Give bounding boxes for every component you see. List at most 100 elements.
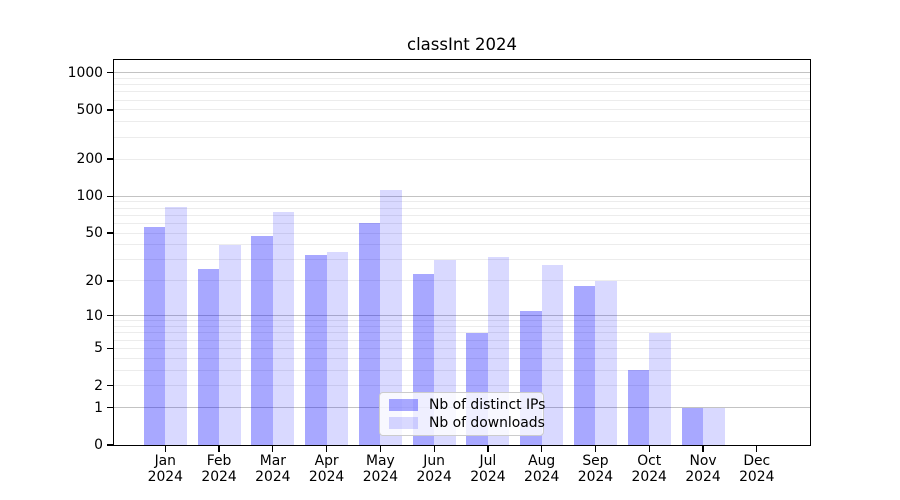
x-tick-label-nov: Nov 2024 — [685, 453, 721, 485]
bar-downloads-may — [380, 190, 402, 445]
bar-downloads-oct — [649, 332, 671, 445]
y-tick-1 — [107, 406, 114, 409]
gridline-minor-700 — [114, 91, 810, 93]
x-tick-nov — [702, 445, 704, 452]
gridline-minor-3 — [114, 369, 810, 371]
legend-label-downloads: Nb of downloads — [429, 414, 545, 431]
x-tick-dec — [756, 445, 758, 452]
y-tick-label-5: 5 — [94, 340, 103, 357]
x-tick-label-feb: Feb 2024 — [201, 453, 237, 485]
legend: Nb of distinct IPs Nb of downloads — [379, 392, 545, 436]
gridline-minor-40 — [114, 244, 810, 246]
gridline-major-1000 — [114, 72, 810, 74]
gridline-major-10 — [114, 315, 810, 317]
gridline-minor-2 — [114, 385, 810, 387]
gridline-minor-9 — [114, 320, 810, 322]
x-tick-label-mar: Mar 2024 — [255, 453, 291, 485]
y-tick-label-1000: 1000 — [67, 64, 103, 81]
gridline-minor-90 — [114, 201, 810, 203]
legend-swatch-distinct-ips — [389, 399, 418, 412]
x-tick-sep — [594, 445, 597, 452]
x-tick-jan — [164, 445, 166, 452]
y-tick-label-200: 200 — [76, 151, 103, 168]
x-tick-may — [379, 445, 382, 452]
gridline-minor-500 — [114, 109, 810, 111]
legend-swatch-downloads — [389, 416, 418, 429]
bar-distinct-ips-feb — [197, 269, 220, 445]
y-tick-label-2: 2 — [94, 377, 103, 394]
y-tick-100 — [107, 195, 114, 197]
bar-downloads-nov — [703, 407, 725, 445]
gridline-minor-800 — [114, 84, 810, 86]
legend-item-downloads: Nb of downloads — [389, 415, 545, 431]
gridline-minor-50 — [114, 232, 810, 234]
bar-distinct-ips-may — [358, 223, 381, 445]
gridline-minor-5 — [114, 347, 810, 349]
y-tick-2 — [107, 385, 114, 387]
gridline-minor-7 — [114, 332, 810, 334]
gridline-minor-80 — [114, 207, 810, 209]
bar-distinct-ips-jan — [143, 227, 166, 445]
x-tick-label-oct: Oct 2024 — [631, 453, 667, 485]
bar-distinct-ips-nov — [681, 407, 703, 445]
x-tick-jun — [433, 445, 435, 452]
y-tick-20 — [107, 280, 114, 282]
x-tick-mar — [272, 445, 274, 452]
x-tick-label-jun: Jun 2024 — [416, 453, 452, 485]
gridline-minor-70 — [114, 214, 810, 216]
gridline-minor-600 — [114, 99, 810, 101]
y-tick-label-1: 1 — [94, 399, 103, 416]
gridline-minor-20 — [114, 280, 810, 282]
y-tick-500 — [107, 109, 114, 111]
gridline-minor-200 — [114, 158, 810, 160]
gridline-minor-60 — [114, 222, 810, 224]
gridline-minor-30 — [114, 259, 810, 261]
x-tick-label-dec: Dec 2024 — [739, 453, 775, 485]
bar-downloads-apr — [326, 251, 349, 445]
y-tick-label-500: 500 — [76, 101, 103, 118]
gridline-minor-6 — [114, 339, 810, 341]
x-tick-label-may: May 2024 — [362, 453, 399, 485]
y-tick-50 — [107, 232, 114, 234]
y-tick-1000 — [107, 71, 114, 74]
legend-label-distinct-ips: Nb of distinct IPs — [429, 397, 546, 414]
y-tick-10 — [107, 315, 114, 317]
bar-distinct-ips-mar — [251, 236, 273, 445]
gridline-minor-8 — [114, 326, 810, 328]
x-tick-aug — [541, 445, 543, 452]
bar-downloads-feb — [219, 244, 241, 445]
legend-item-distinct-ips: Nb of distinct IPs — [389, 397, 545, 413]
bar-downloads-aug — [541, 265, 564, 445]
gridline-minor-400 — [114, 121, 810, 123]
x-tick-label-apr: Apr 2024 — [308, 453, 345, 485]
gridline-minor-300 — [114, 136, 810, 138]
bar-distinct-ips-oct — [627, 370, 650, 445]
y-tick-label-10: 10 — [85, 307, 103, 324]
y-tick-0 — [107, 444, 114, 446]
gridline-major-100 — [114, 195, 810, 197]
x-tick-apr — [325, 445, 328, 452]
x-tick-label-jan: Jan 2024 — [147, 453, 183, 485]
gridline-minor-4 — [114, 357, 810, 359]
x-tick-jul — [487, 445, 489, 452]
bar-downloads-mar — [272, 212, 295, 445]
x-tick-label-sep: Sep 2024 — [577, 453, 614, 485]
chart-title: classInt 2024 — [407, 35, 517, 54]
y-tick-label-100: 100 — [76, 188, 103, 205]
bar-distinct-ips-apr — [305, 254, 327, 445]
bar-distinct-ips-sep — [573, 286, 596, 445]
x-tick-label-aug: Aug 2024 — [524, 453, 560, 485]
x-tick-feb — [218, 445, 220, 452]
y-tick-label-0: 0 — [94, 437, 103, 453]
y-tick-200 — [107, 158, 114, 160]
y-tick-label-20: 20 — [85, 272, 103, 289]
gridline-minor-900 — [114, 77, 810, 79]
x-tick-label-jul: Jul 2024 — [470, 453, 506, 485]
bar-downloads-jan — [165, 206, 187, 445]
y-tick-label-50: 50 — [85, 225, 103, 242]
bar-downloads-sep — [595, 280, 617, 445]
y-tick-5 — [107, 347, 114, 350]
